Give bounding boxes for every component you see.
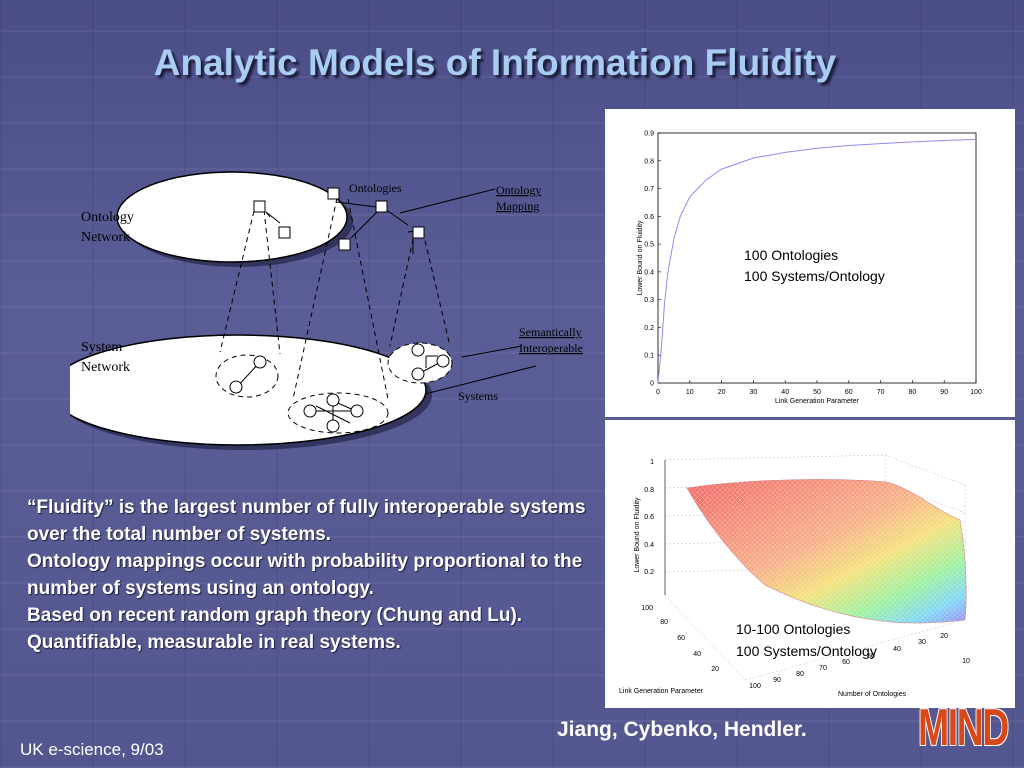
x-tick: 80	[796, 671, 804, 678]
ontology-mapping-label-1: Ontology	[496, 183, 541, 197]
bullet-item: Based on recent random graph theory (Chu…	[27, 605, 523, 626]
surface-zlabel: Lower Bound on Fluidity	[634, 497, 641, 573]
x-tick: 20	[940, 633, 948, 640]
line-y-tick-label: 0.2	[644, 325, 654, 332]
surface-ylabel: Link Generation Parameter	[619, 688, 704, 695]
fluidity-line-chart: 0 10 20 30 40 50 60 70 80 90 100 0 0.1 0.2 0.3 0.4 0.5 0.…	[637, 131, 982, 406]
surface-xlabel: Number of Ontologies	[838, 691, 907, 698]
y-tick: 80	[660, 619, 668, 626]
line-y-tick-label: 0.6	[644, 214, 654, 221]
system-network-label-1: System	[81, 340, 122, 355]
x-tick: 90	[773, 677, 781, 684]
line-x-tick-label: 30	[750, 389, 758, 396]
authors-text: Jiang, Cybenko, Hendler.	[557, 718, 807, 741]
line-x-tick-label: 80	[909, 389, 917, 396]
line-y-tick-label: 0.7	[644, 186, 654, 193]
line-x-tick-label: 70	[877, 389, 885, 396]
system-node-icon	[326, 393, 340, 407]
line-y-tick-label: 0.4	[644, 269, 654, 276]
mind-logo: MIND	[918, 699, 1009, 757]
system-node-icon	[229, 380, 243, 394]
ontology-network-label-2: Network	[81, 230, 130, 245]
line-y-tick-label: 0	[650, 381, 654, 388]
z-tick: 0.2	[644, 569, 654, 576]
system-node-icon	[436, 354, 450, 368]
ontology-node-icon	[412, 226, 425, 239]
line-y-tick-label: 0.5	[644, 242, 654, 249]
line-x-tick-label: 60	[845, 389, 853, 396]
x-tick: 60	[842, 659, 850, 666]
line-x-tick-label: 40	[781, 389, 789, 396]
line-x-tick-label: 90	[940, 389, 948, 396]
y-tick: 100	[641, 605, 653, 612]
z-tick: 0.6	[644, 514, 654, 521]
y-tick: 40	[693, 651, 701, 658]
x-tick: 40	[893, 646, 901, 653]
z-tick: 0.4	[644, 542, 654, 549]
semantically-label-2: Interoperable	[519, 341, 583, 355]
z-tick: 1	[650, 459, 654, 466]
ontology-node-icon	[278, 226, 291, 239]
ontology-network-ellipse	[116, 171, 348, 263]
line-annotation-1: 100 Ontologies	[744, 247, 838, 263]
ontology-node-icon	[253, 200, 266, 213]
ontology-system-diagram: Ontologies Ontology Mapping Semantically…	[70, 171, 583, 450]
system-node-icon	[350, 404, 364, 418]
ontology-node-icon	[327, 187, 340, 200]
surface-annotation-2: 100 Systems/Ontology	[736, 643, 877, 659]
bullet-list: “Fluidity” is the largest number of full…	[27, 494, 627, 656]
system-node-icon	[253, 355, 267, 369]
ontology-node-icon	[338, 238, 351, 251]
line-ylabel: Lower Bound on Fluidity	[637, 220, 644, 296]
x-tick: 30	[918, 639, 926, 646]
x-tick: 10	[962, 658, 970, 665]
line-annotation-2: 100 Systems/Ontology	[744, 268, 885, 284]
ontology-mapping-label-2: Mapping	[496, 199, 539, 213]
line-x-tick-label: 10	[686, 389, 694, 396]
y-tick: 60	[677, 635, 685, 642]
line-y-tick-label: 0.9	[644, 131, 654, 138]
z-tick: 0.8	[644, 487, 654, 494]
fluidity-series-line	[657, 138, 977, 384]
system-node-icon	[303, 404, 317, 418]
slide-title: Analytic Models of Information Fluidity	[153, 42, 837, 83]
ontology-network-label-1: Ontology	[81, 210, 134, 225]
bullet-item: Ontology mappings occur with probability…	[27, 551, 583, 599]
x-tick: 50	[867, 653, 875, 660]
surface-annotation-1: 10-100 Ontologies	[736, 621, 850, 637]
line-x-tick-label: 50	[813, 389, 821, 396]
system-node-icon	[411, 343, 425, 357]
system-network-label-2: Network	[81, 360, 130, 375]
fluidity-surface-chart-panel: 1 0.8 0.6 0.4 0.2 Lower Bound on Fluidit…	[605, 420, 1015, 708]
x-tick: 100	[749, 683, 761, 690]
line-x-tick-label: 0	[656, 389, 660, 396]
line-x-tick-label: 100	[970, 389, 982, 396]
system-node-icon	[326, 419, 340, 433]
line-xlabel: Link Generation Parameter	[775, 398, 860, 405]
line-x-tick-label: 20	[718, 389, 726, 396]
line-y-tick-label: 0.3	[644, 297, 654, 304]
y-tick: 20	[711, 666, 719, 673]
x-tick: 70	[819, 665, 827, 672]
fluidity-surface-chart: 1 0.8 0.6 0.4 0.2 Lower Bound on Fluidit…	[619, 454, 970, 698]
footer-text: UK e-science, 9/03	[20, 740, 164, 759]
ontology-node-icon	[375, 200, 388, 213]
semantically-label-1: Semantically	[519, 325, 582, 339]
line-y-tick-label: 0.8	[644, 158, 654, 165]
system-node-icon	[411, 367, 425, 381]
ontologies-label: Ontologies	[349, 181, 402, 195]
bullet-item: Quantifiable, measurable in real systems…	[27, 632, 401, 653]
systems-label: Systems	[458, 389, 498, 403]
fluidity-line-chart-panel: 0 10 20 30 40 50 60 70 80 90 100 0 0.1 0.2 0.3 0.4 0.5 0.…	[605, 109, 1015, 417]
line-y-tick-label: 0.1	[644, 353, 654, 360]
bullet-item: “Fluidity” is the largest number of full…	[27, 497, 586, 545]
